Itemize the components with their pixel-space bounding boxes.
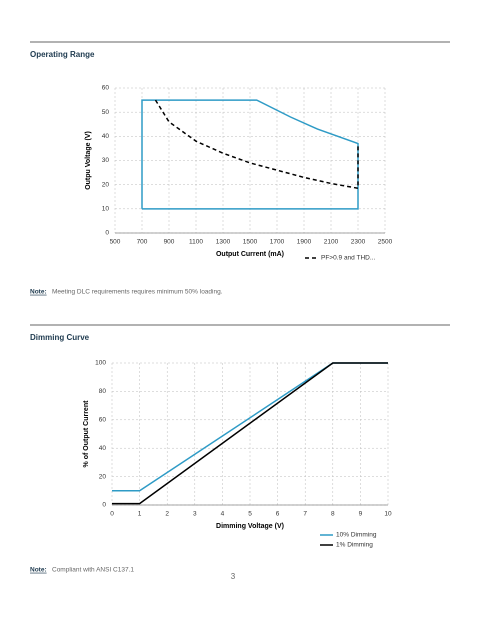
- x-tick-label: 6: [276, 511, 280, 518]
- y-tick-label: 40: [99, 445, 107, 452]
- series-line: [154, 99, 359, 190]
- note-label: Note:: [30, 567, 47, 574]
- x-axis-label: Output Current (mA): [216, 251, 284, 258]
- series-line: [141, 99, 359, 210]
- x-tick-label: 5: [248, 511, 252, 518]
- y-tick-label: 30: [102, 157, 110, 164]
- note-label: Note:: [30, 289, 47, 296]
- x-tick-label: 2: [165, 511, 169, 518]
- section-heading: Operating Range: [30, 50, 95, 59]
- x-tick-label: 3: [193, 511, 197, 518]
- y-tick-label: 40: [102, 133, 110, 140]
- x-tick-label: 2500: [378, 239, 393, 246]
- note: Meeting DLC requirements requires minimu…: [52, 289, 223, 296]
- x-tick-label: 900: [164, 239, 175, 246]
- y-tick-label: 0: [102, 502, 106, 509]
- x-tick-label: 10: [384, 511, 392, 518]
- legend-label: 1% Dimming: [336, 542, 373, 549]
- y-tick-label: 50: [102, 109, 110, 116]
- x-tick-label: 1900: [297, 239, 312, 246]
- y-tick-label: 20: [99, 473, 107, 480]
- legend-label: PF>0.9 and THD...: [321, 255, 375, 262]
- y-tick-label: 100: [95, 360, 106, 367]
- x-tick-label: 1500: [243, 239, 258, 246]
- section-heading: Dimming Curve: [30, 333, 90, 342]
- x-tick-label: 2100: [324, 239, 339, 246]
- page-number: 3: [231, 572, 236, 581]
- y-tick-label: 20: [102, 181, 110, 188]
- note: Compliant with ANSI C137.1: [52, 567, 134, 574]
- y-tick-label: 0: [105, 230, 109, 237]
- y-tick-label: 60: [102, 85, 110, 92]
- x-tick-label: 1: [138, 511, 142, 518]
- legend-label: 10% Dimming: [336, 532, 377, 539]
- y-axis-label: Outpu Voltage (V): [85, 131, 92, 190]
- x-tick-label: 9: [359, 511, 363, 518]
- x-tick-label: 4: [221, 511, 225, 518]
- x-tick-label: 7: [303, 511, 307, 518]
- series-line: [112, 362, 388, 505]
- x-tick-label: 2300: [351, 239, 366, 246]
- x-axis-label: Dimming Voltage (V): [216, 523, 284, 530]
- x-tick-label: 0: [110, 511, 114, 518]
- x-tick-label: 1300: [216, 239, 231, 246]
- x-tick-label: 500: [110, 239, 121, 246]
- x-tick-label: 1100: [189, 239, 203, 246]
- y-tick-label: 60: [99, 417, 107, 424]
- x-tick-label: 1700: [270, 239, 285, 246]
- x-tick-label: 8: [331, 511, 335, 518]
- y-axis-label: % of Output Current: [83, 400, 90, 468]
- y-tick-label: 80: [99, 388, 107, 395]
- y-tick-label: 10: [102, 206, 110, 213]
- x-tick-label: 700: [137, 239, 148, 246]
